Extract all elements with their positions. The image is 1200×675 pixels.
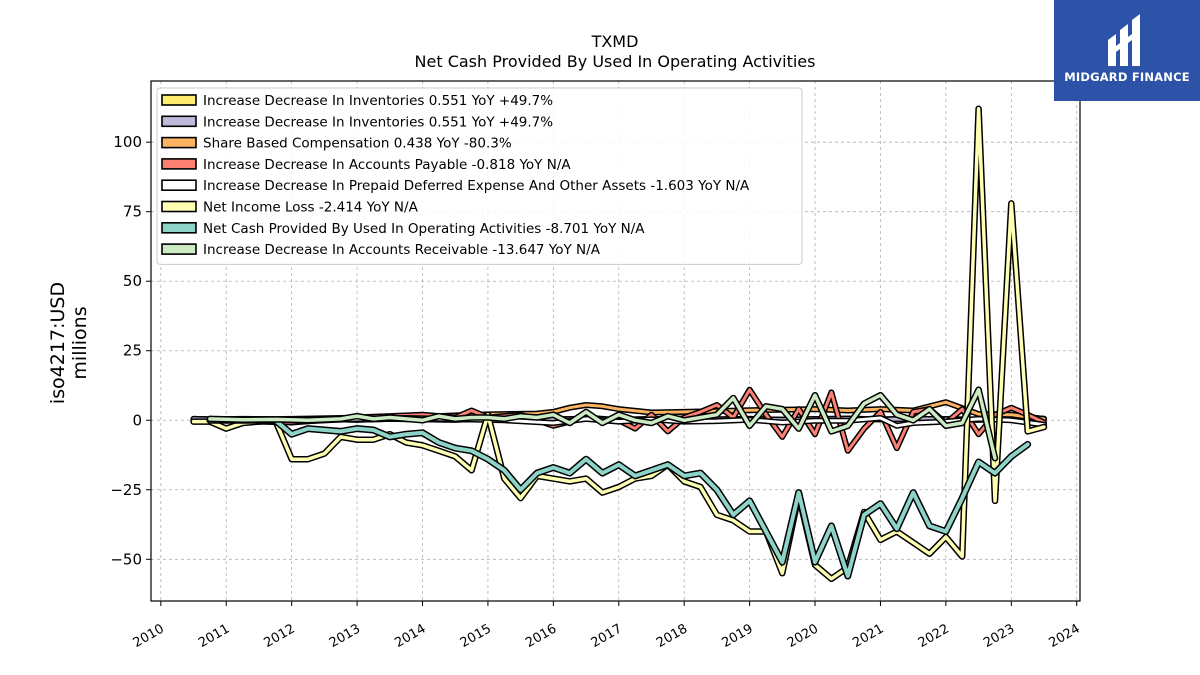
legend-entry: Increase Decrease In Prepaid Deferred Ex…: [203, 178, 750, 194]
brand-name: MIDGARD FINANCE: [1064, 70, 1190, 84]
legend-entry: Increase Decrease In Accounts Receivable…: [203, 242, 601, 258]
legend-entry: Net Income Loss -2.414 YoY N/A: [203, 200, 419, 216]
x-tick-label: 2015: [458, 621, 494, 651]
chart-title: TXMD: [591, 32, 639, 51]
x-tick-label: 2020: [785, 621, 821, 651]
x-ticks: 2010 2011 2012 2013 2014 2015 2016 2017 2018 2019…: [131, 601, 1083, 651]
chart-subtitle: Net Cash Provided By Used In Operating A…: [415, 52, 816, 71]
legend-swatch: [161, 222, 197, 234]
x-tick-label: 2018: [654, 621, 690, 651]
legend-swatch: [161, 179, 197, 191]
x-tick-label: 2021: [850, 621, 886, 651]
x-tick-label: 2017: [589, 621, 625, 651]
y-axis-label-scale: millions: [69, 306, 91, 379]
legend-entry: Share Based Compensation 0.438 YoY -80.3…: [203, 136, 512, 152]
series-line-7: [208, 387, 997, 460]
legend-swatch: [161, 243, 197, 255]
legend-entry: Increase Decrease In Inventories 0.551 Y…: [203, 114, 553, 130]
y-ticks: −50 −25 0 25 50 75 100: [110, 133, 151, 568]
y-tick-label: −50: [110, 550, 142, 568]
legend: Increase Decrease In Inventories 0.551 Y…: [156, 87, 803, 265]
y-axis-label-unit: iso4217:USD: [47, 282, 69, 404]
x-tick-label: 2010: [131, 621, 167, 651]
legend-swatch: [161, 94, 197, 106]
legend-swatch: [161, 136, 197, 149]
x-tick-label: 2022: [916, 621, 952, 651]
y-tick-label: 25: [123, 342, 142, 360]
x-tick-label: 2013: [327, 621, 363, 651]
y-tick-label: 75: [123, 203, 142, 221]
y-tick-label: 100: [113, 133, 142, 151]
y-tick-label: 0: [132, 411, 142, 429]
x-tick-label: 2011: [196, 621, 232, 651]
y-tick-label: 50: [123, 272, 142, 290]
x-tick-label: 2019: [719, 621, 755, 651]
y-tick-label: −25: [110, 481, 142, 499]
legend-entry: Increase Decrease In Accounts Payable -0…: [203, 157, 571, 173]
x-tick-label: 2012: [261, 621, 297, 651]
x-tick-label: 2023: [981, 621, 1017, 651]
series-line-6: [207, 418, 1030, 578]
legend-entry: Increase Decrease In Inventories 0.551 Y…: [203, 93, 553, 109]
midgard-logo-icon: [1108, 14, 1140, 66]
legend-entry: Net Cash Provided By Used In Operating A…: [203, 221, 645, 237]
series-line-5: [191, 107, 1046, 581]
legend-box: [156, 87, 803, 265]
x-tick-label: 2016: [523, 621, 559, 651]
plot-frame: [150, 80, 1081, 602]
x-tick-label: 2024: [1047, 621, 1083, 651]
legend-swatch: [161, 200, 197, 213]
x-tick-label: 2014: [392, 621, 428, 651]
y-axis-label: iso4217:USD millions: [47, 282, 91, 404]
legend-swatch: [161, 115, 197, 128]
series-layer: [190, 105, 1048, 583]
legend-swatch: [161, 158, 197, 170]
brand-logo-panel: MIDGARD FINANCE: [1054, 0, 1200, 101]
